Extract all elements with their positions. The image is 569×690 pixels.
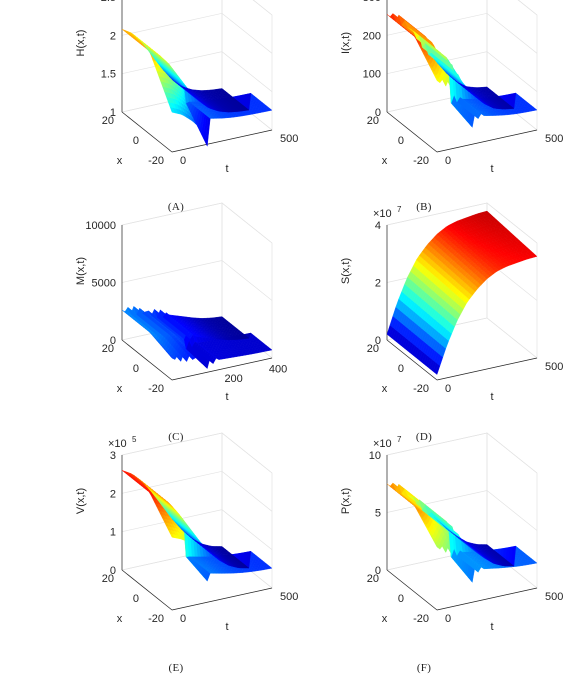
z-axis-label: V(x,t) — [75, 488, 87, 514]
z-tick-label: 2 — [375, 278, 381, 290]
z-tick-label: 2 — [110, 488, 116, 500]
z-tick-label: 1 — [110, 527, 116, 539]
t-axis-label: t — [490, 391, 493, 403]
x-tick-label: 0 — [133, 135, 139, 147]
t-tick-label: 200 — [224, 373, 242, 385]
x-tick-label: 20 — [367, 343, 379, 355]
x-tick-label: 0 — [398, 135, 404, 147]
t-tick-label: 500 — [280, 591, 298, 603]
t-tick-label: 500 — [545, 133, 563, 145]
x-tick-label: -20 — [148, 613, 164, 625]
x-axis-label: x — [382, 383, 388, 395]
z-tick-label: 300 — [363, 0, 381, 4]
z-tick-label: 3 — [110, 450, 116, 462]
exponent-power: 7 — [397, 205, 402, 214]
x-tick-label: -20 — [413, 155, 429, 167]
t-tick-label: 500 — [545, 361, 563, 373]
t-tick-label: 500 — [280, 133, 298, 145]
z-tick-label: 2.5 — [101, 0, 116, 4]
t-axis-label: t — [225, 391, 228, 403]
z-axis-label: M(x,t) — [75, 257, 87, 285]
t-tick-label: 0 — [180, 613, 186, 625]
z-tick-label: 2 — [110, 30, 116, 42]
t-tick-label: 0 — [445, 155, 451, 167]
x-tick-label: -20 — [148, 383, 164, 395]
exponent-label: ×10 — [108, 438, 127, 450]
x-axis-label: x — [382, 155, 388, 167]
t-axis-label: t — [225, 163, 228, 175]
panel-caption: (A) — [168, 201, 184, 213]
x-tick-label: 20 — [102, 115, 114, 127]
panel-caption: (D) — [416, 431, 432, 443]
t-tick-label: 0 — [445, 383, 451, 395]
x-tick-label: 20 — [367, 115, 379, 127]
z-axis-label: H(x,t) — [75, 30, 87, 57]
x-axis-label: x — [117, 613, 123, 625]
panel-caption: (C) — [168, 431, 184, 443]
t-tick-label: 0 — [180, 155, 186, 167]
z-axis-label: I(x,t) — [340, 32, 352, 54]
panel-caption: (B) — [416, 201, 432, 213]
z-tick-label: 200 — [363, 30, 381, 42]
exponent-label: ×10 — [373, 208, 392, 220]
x-tick-label: -20 — [413, 383, 429, 395]
panel-caption: (E) — [169, 662, 184, 674]
x-tick-label: 0 — [133, 593, 139, 605]
z-tick-label: 10000 — [85, 220, 116, 232]
z-tick-label: 5000 — [92, 278, 116, 290]
t-axis-label: t — [490, 163, 493, 175]
x-axis-label: x — [117, 155, 123, 167]
exponent-power: 5 — [132, 435, 137, 444]
t-tick-label: 400 — [269, 363, 287, 375]
surface-patch — [218, 88, 225, 91]
x-tick-label: 0 — [398, 363, 404, 375]
z-tick-label: 1.5 — [101, 69, 116, 81]
z-tick-label: 1 — [110, 107, 116, 119]
x-tick-label: 20 — [102, 343, 114, 355]
z-tick-label: 4 — [375, 220, 381, 232]
x-tick-label: 0 — [133, 363, 139, 375]
x-tick-label: 20 — [102, 573, 114, 585]
t-axis-label: t — [225, 621, 228, 633]
x-tick-label: -20 — [148, 155, 164, 167]
z-tick-label: 100 — [363, 69, 381, 81]
z-axis-label: S(x,t) — [340, 258, 352, 284]
x-axis-label: x — [117, 383, 123, 395]
